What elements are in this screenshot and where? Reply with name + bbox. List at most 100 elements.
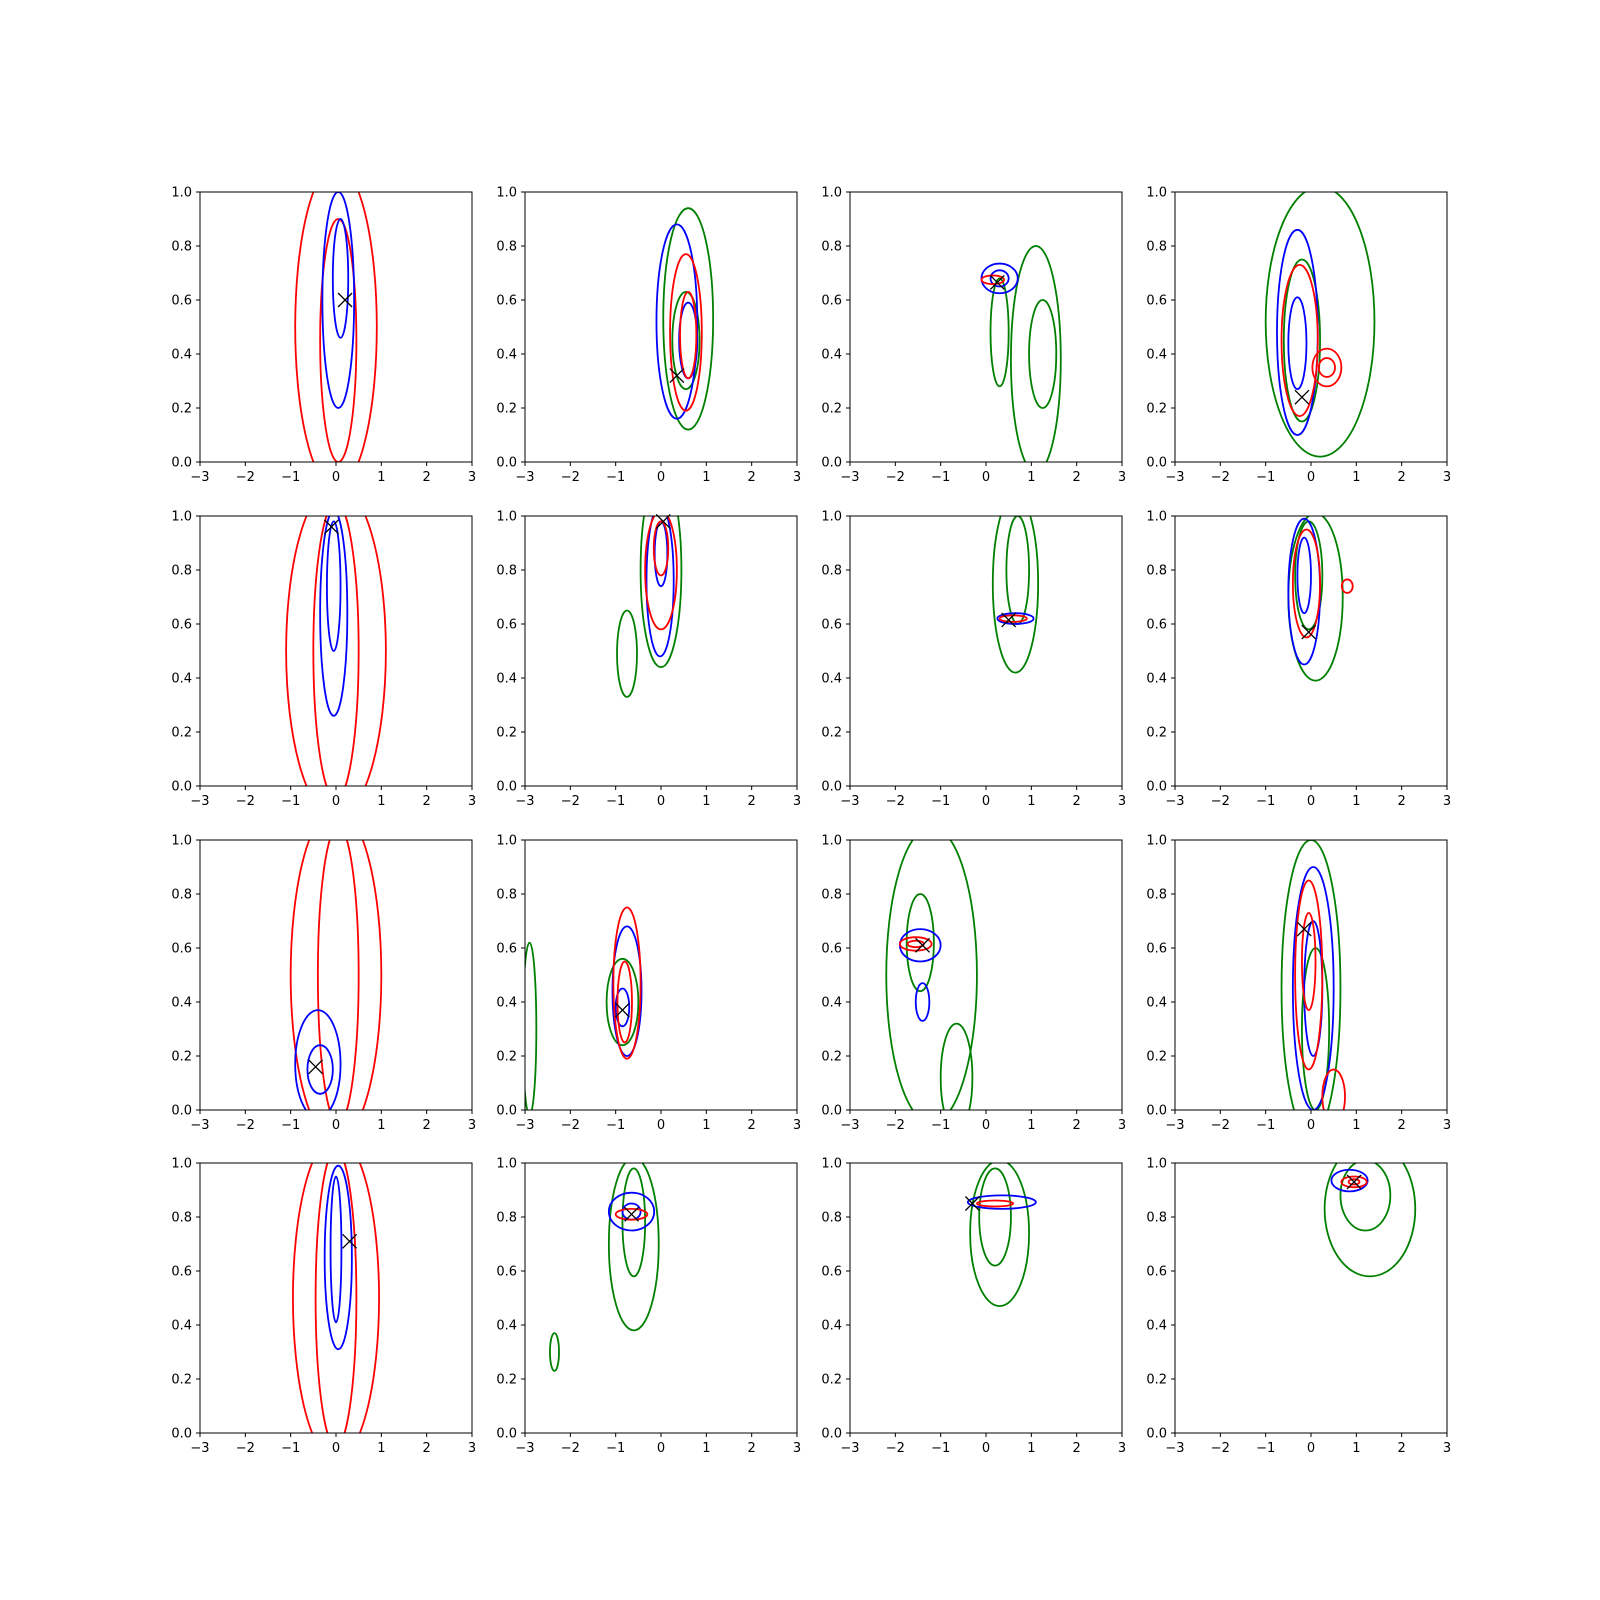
axes-frame	[199, 515, 473, 787]
x-tick-label: 1	[1027, 1441, 1035, 1456]
green-contour-line	[639, 516, 683, 669]
axes-frame	[1174, 1162, 1448, 1434]
red-contour-line	[644, 516, 678, 631]
y-tick-label: 1.0	[1146, 510, 1167, 525]
contour-group	[655, 207, 715, 431]
x-tick-label: −3	[840, 794, 859, 809]
x-tick-label: −2	[1211, 1441, 1230, 1456]
blue-contour-line	[607, 1191, 656, 1232]
x-tick-label: 1	[702, 794, 710, 809]
x-tick-label: 0	[657, 470, 665, 485]
x-tick-label: −1	[1256, 794, 1275, 809]
x-tick-label: 3	[793, 470, 801, 485]
x-tick-label: 0	[982, 1441, 990, 1456]
red-contour-line	[898, 936, 933, 952]
x-tick-label: 1	[702, 1441, 710, 1456]
x-tick-label: −2	[236, 1441, 255, 1456]
green-contour-line	[1010, 245, 1062, 462]
x-tick-label: 1	[1352, 1118, 1360, 1133]
blue-contour-line	[1296, 536, 1312, 615]
subplot-r2-c4: −3 −2 −1 0 1 2 3 0.0 0.2 0.4 0.6 0.8 1.0	[1146, 510, 1451, 810]
y-tick-label: 0.6	[496, 942, 517, 957]
x-tick-label: −1	[1256, 1441, 1275, 1456]
mode-marker	[615, 1002, 630, 1018]
red-contour-line	[1347, 1178, 1361, 1186]
x-tick-label: 0	[1307, 1118, 1315, 1133]
x-tick-label: −3	[1165, 470, 1184, 485]
x-tick-label: 0	[1307, 1441, 1315, 1456]
x-tick-label: 2	[423, 1441, 431, 1456]
red-contour-line	[319, 218, 358, 462]
y-tick-label: 0.0	[171, 456, 192, 471]
red-contour-line	[614, 1208, 649, 1221]
x-tick-label: −2	[886, 1441, 905, 1456]
red-contour-line	[1340, 578, 1354, 594]
red-contour-line	[1301, 912, 1317, 1012]
y-tick-label: 0.8	[171, 1211, 192, 1226]
y-tick-label: 0.2	[821, 402, 842, 417]
y-tick-label: 0.4	[171, 996, 192, 1011]
y-tick-label: 1.0	[496, 834, 517, 849]
subplot-r3-c1: −3 −2 −1 0 1 2 3 0.0 0.2 0.4 0.6 0.8 1.0	[171, 834, 476, 1134]
mode-marker	[337, 292, 353, 308]
green-contour-line	[969, 1163, 1030, 1307]
y-tick-label: 1.0	[821, 186, 842, 201]
blue-contour-line	[655, 223, 699, 420]
y-tick-label: 0.4	[496, 1319, 517, 1334]
y-tick-label: 0.2	[1146, 1373, 1167, 1388]
y-tick-label: 1.0	[496, 186, 517, 201]
y-tick-label: 0.2	[1146, 402, 1167, 417]
blue-contour-line	[611, 925, 643, 1057]
x-tick-label: 2	[423, 470, 431, 485]
green-contour-line	[662, 207, 715, 431]
y-tick-label: 0.0	[496, 456, 517, 471]
x-tick-label: 1	[702, 470, 710, 485]
subplot-r3-c4: −3 −2 −1 0 1 2 3 0.0 0.2 0.4 0.6 0.8 1.0	[1146, 834, 1451, 1134]
y-tick-label: 0.8	[496, 564, 517, 579]
blue-contour-line	[989, 269, 1010, 288]
red-contour-line	[312, 516, 360, 786]
red-contour-line	[669, 253, 703, 412]
contour-group	[525, 906, 643, 1110]
y-tick-label: 1.0	[821, 1157, 842, 1172]
subplot-r1-c2: −3 −2 −1 0 1 2 3 0.0 0.2 0.4 0.6 0.8 1.0	[496, 186, 801, 486]
subplot-r1-c4: −3 −2 −1 0 1 2 3 0.0 0.2 0.4 0.6 0.8 1.0	[1146, 186, 1451, 486]
blue-contour-line	[1287, 296, 1308, 391]
x-tick-label: 2	[1398, 470, 1406, 485]
green-contour-line	[939, 1022, 974, 1110]
y-tick-label: 0.0	[821, 1104, 842, 1119]
contour-group	[292, 1163, 380, 1433]
contour-group	[1323, 1163, 1417, 1278]
y-tick-label: 0.4	[1146, 1319, 1167, 1334]
subplot-r2-c1: −3 −2 −1 0 1 2 3 0.0 0.2 0.4 0.6 0.8 1.0	[171, 510, 476, 810]
y-tick-label: 0.6	[1146, 618, 1167, 633]
x-tick-label: 3	[468, 794, 476, 809]
mode-marker	[624, 1206, 639, 1222]
mode-marker	[655, 513, 671, 529]
mode-marker	[964, 1196, 980, 1211]
y-tick-label: 0.4	[1146, 996, 1167, 1011]
subplot-r4-c2: −3 −2 −1 0 1 2 3 0.0 0.2 0.4 0.6 0.8 1.0	[496, 1157, 801, 1457]
mode-marker	[342, 1233, 358, 1249]
mode-marker	[989, 274, 1005, 290]
subplot-r3-c2: −3 −2 −1 0 1 2 3 0.0 0.2 0.4 0.6 0.8 1.0	[496, 834, 801, 1134]
y-tick-label: 1.0	[1146, 1157, 1167, 1172]
x-tick-label: −3	[515, 794, 534, 809]
green-contour-line	[991, 516, 1040, 674]
y-tick-label: 0.8	[171, 888, 192, 903]
y-tick-label: 0.6	[171, 942, 192, 957]
y-tick-label: 1.0	[171, 510, 192, 525]
x-tick-label: −1	[606, 470, 625, 485]
y-tick-label: 0.6	[821, 618, 842, 633]
x-tick-label: −1	[606, 1441, 625, 1456]
y-tick-label: 0.6	[1146, 1265, 1167, 1280]
contour-group	[885, 840, 978, 1110]
axes-frame	[524, 1162, 798, 1434]
x-tick-label: −3	[190, 794, 209, 809]
green-contour-line	[1282, 258, 1321, 423]
axes-frame	[849, 839, 1123, 1111]
y-tick-label: 0.2	[1146, 726, 1167, 741]
contour-group	[549, 1163, 660, 1372]
mode-marker	[915, 937, 930, 953]
green-contour-line	[1280, 840, 1342, 1110]
